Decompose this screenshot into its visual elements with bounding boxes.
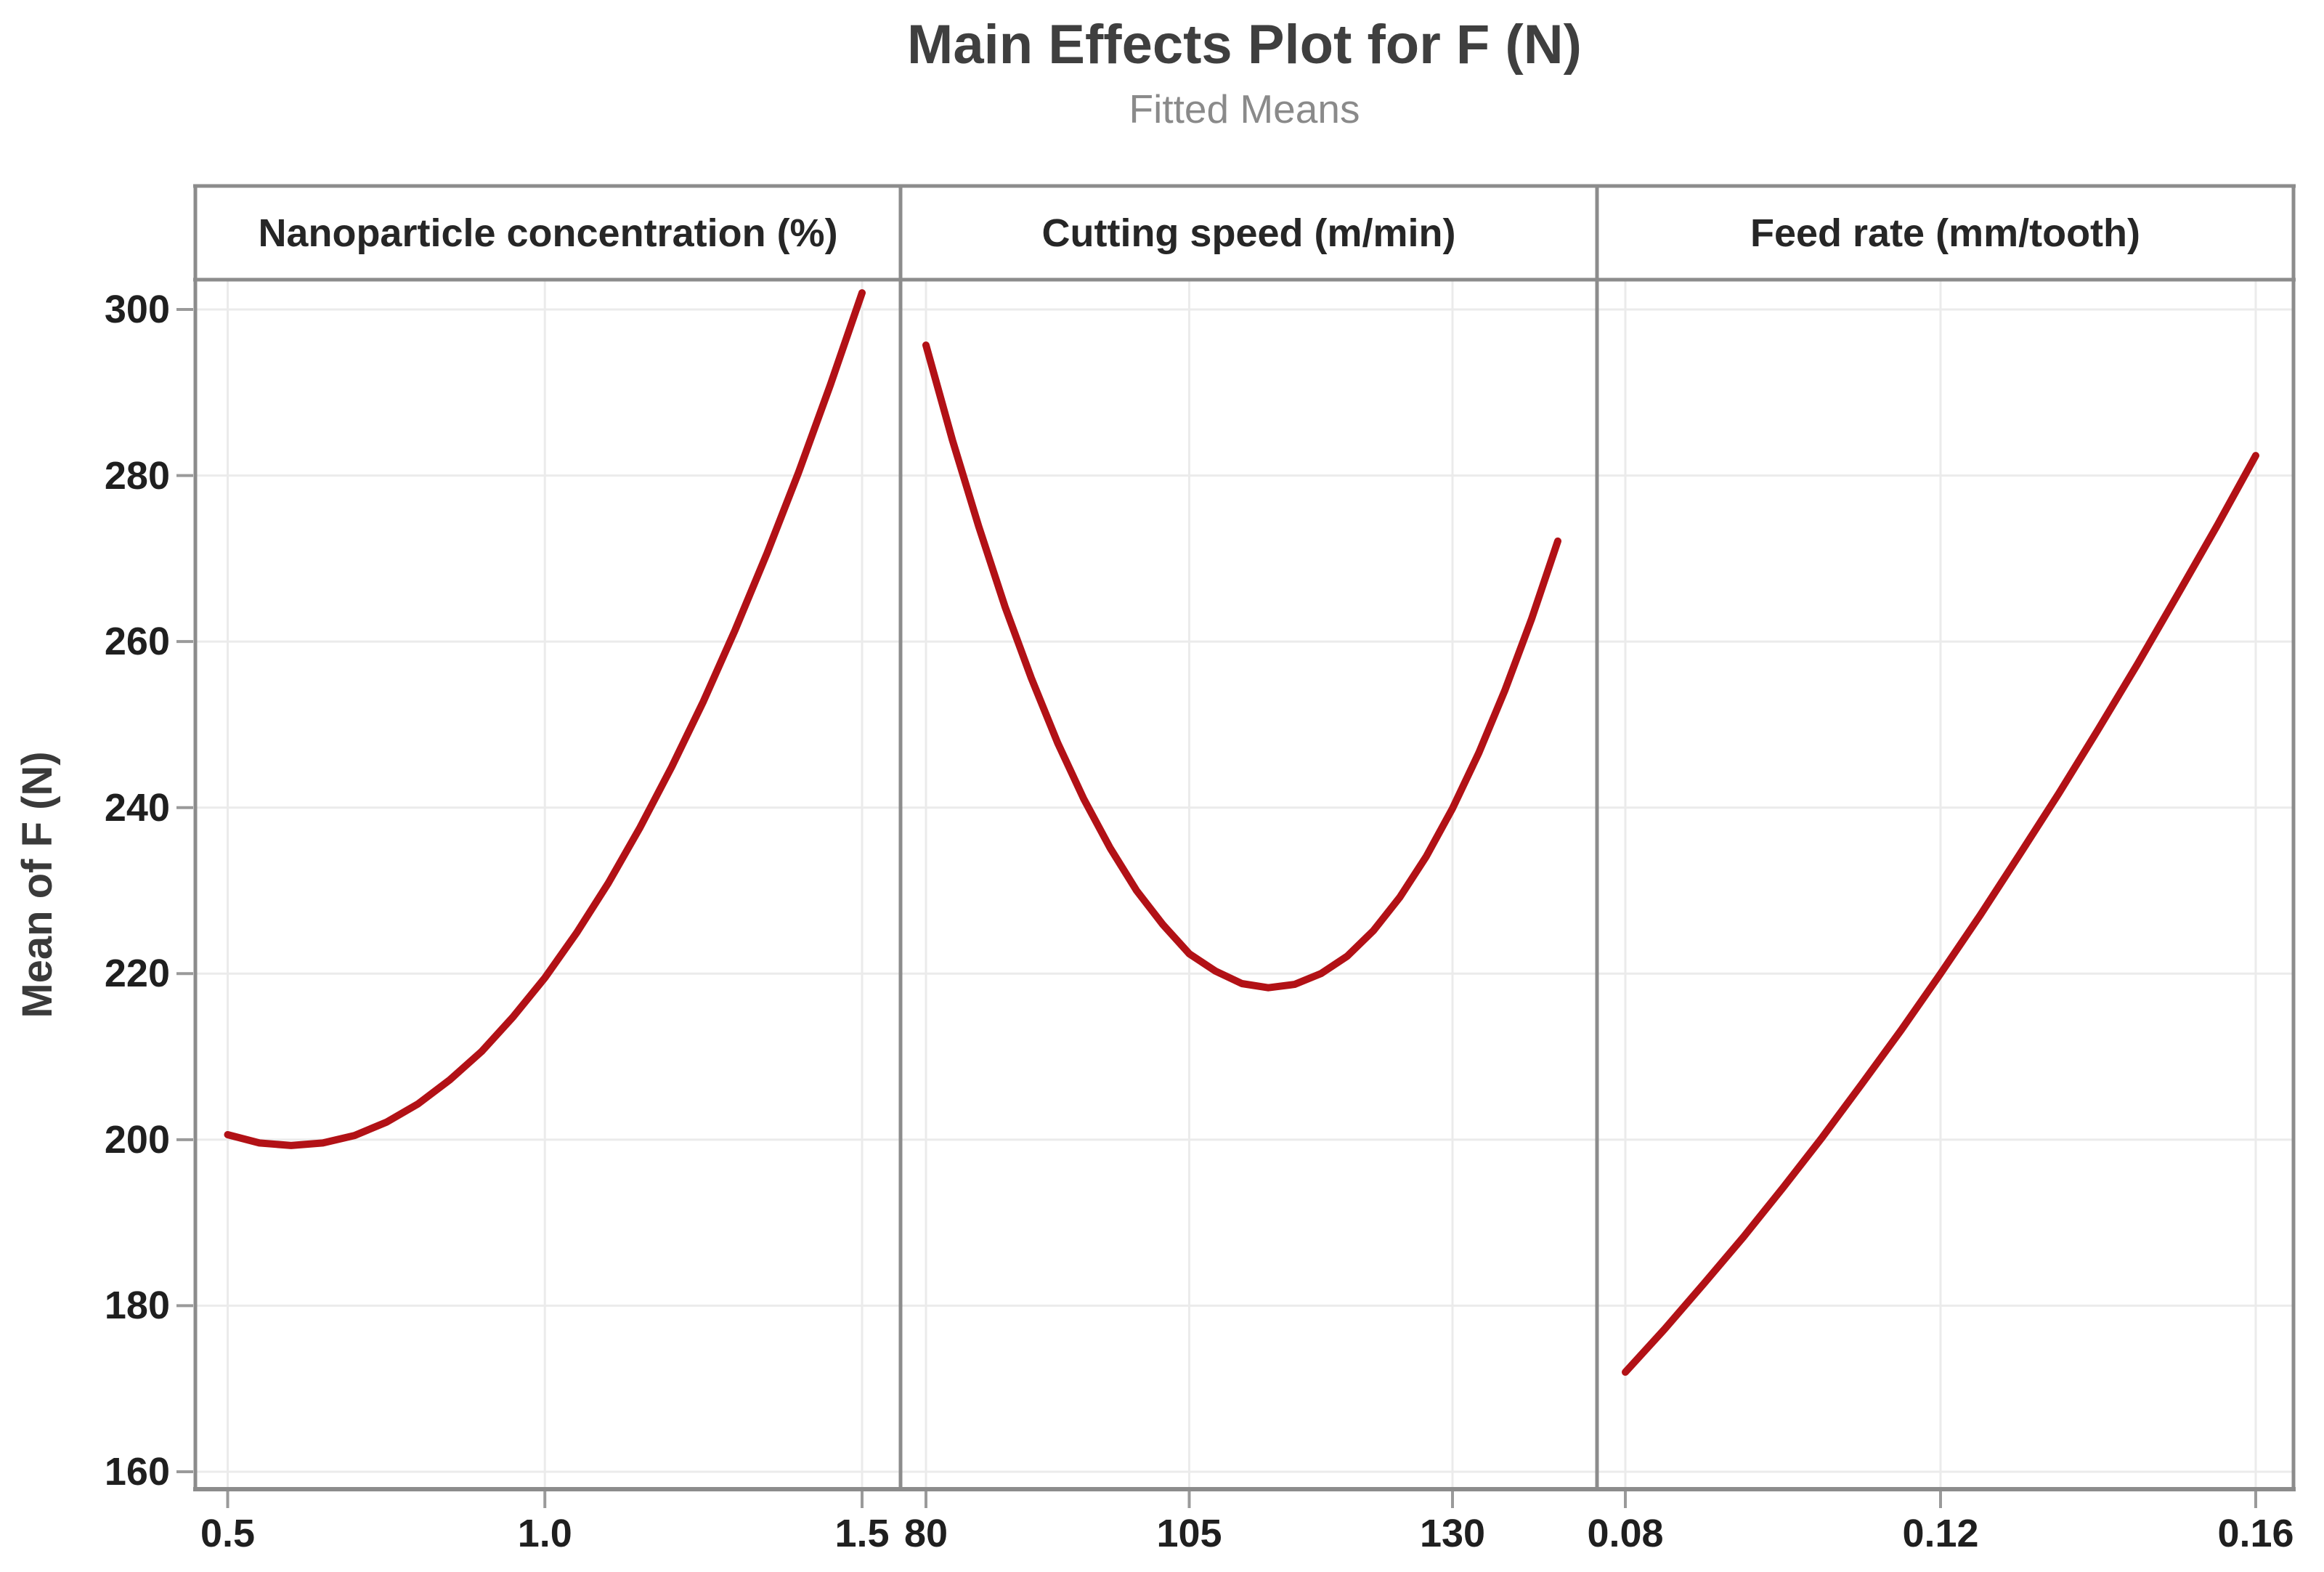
x-tick-label: 0.5 bbox=[200, 1512, 256, 1555]
effect-curve bbox=[922, 341, 1561, 992]
x-tick-label: 1.5 bbox=[834, 1512, 890, 1555]
y-tick-label: 160 bbox=[104, 1450, 170, 1494]
x-tick-label: 0.16 bbox=[2217, 1512, 2294, 1555]
y-tick-label: 260 bbox=[104, 620, 170, 664]
x-tick-label: 80 bbox=[903, 1512, 948, 1555]
chart-title: Main Effects Plot for F (N) bbox=[907, 14, 1582, 76]
panel-header: Cutting speed (m/min) bbox=[1041, 211, 1456, 255]
y-tick-label: 300 bbox=[104, 288, 170, 331]
x-tick-label: 1.0 bbox=[517, 1512, 572, 1555]
panel-header: Feed rate (mm/tooth) bbox=[1750, 211, 2141, 255]
x-tick-label: 130 bbox=[1419, 1512, 1486, 1555]
effect-curve bbox=[224, 289, 866, 1149]
x-tick-label: 0.08 bbox=[1587, 1512, 1664, 1555]
effect-curve bbox=[1622, 452, 2259, 1376]
y-tick-label: 240 bbox=[104, 785, 170, 830]
y-tick-label: 220 bbox=[104, 952, 170, 996]
x-tick-label: 105 bbox=[1156, 1512, 1222, 1555]
panel-header: Nanoparticle concentration (%) bbox=[258, 211, 838, 255]
y-tick-label: 200 bbox=[104, 1117, 170, 1162]
y-tick-label: 180 bbox=[104, 1284, 170, 1328]
x-tick-label: 0.12 bbox=[1902, 1512, 1979, 1555]
chart-subtitle: Fitted Means bbox=[1129, 86, 1360, 131]
y-tick-label: 280 bbox=[104, 453, 170, 498]
